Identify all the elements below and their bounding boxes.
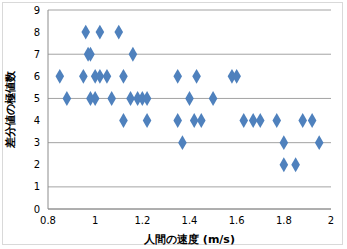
svg-text:1.4: 1.4 bbox=[182, 215, 198, 226]
svg-text:0: 0 bbox=[34, 204, 40, 215]
svg-text:6: 6 bbox=[34, 71, 40, 82]
svg-text:1.8: 1.8 bbox=[276, 215, 292, 226]
svg-text:9: 9 bbox=[34, 5, 40, 16]
svg-text:5: 5 bbox=[34, 93, 40, 104]
svg-text:4: 4 bbox=[34, 115, 40, 126]
svg-text:1: 1 bbox=[92, 215, 98, 226]
svg-text:2: 2 bbox=[328, 215, 334, 226]
svg-text:人間の速度 (m/s): 人間の速度 (m/s) bbox=[143, 233, 235, 246]
svg-text:2: 2 bbox=[34, 159, 40, 170]
svg-text:7: 7 bbox=[34, 49, 40, 60]
svg-text:差分値の極値数: 差分値の極値数 bbox=[8, 70, 17, 149]
svg-text:8: 8 bbox=[34, 27, 40, 38]
svg-text:0.8: 0.8 bbox=[40, 215, 56, 226]
svg-text:1: 1 bbox=[34, 181, 40, 192]
svg-text:3: 3 bbox=[34, 137, 40, 148]
svg-text:1.6: 1.6 bbox=[229, 215, 245, 226]
svg-text:1.2: 1.2 bbox=[134, 215, 150, 226]
